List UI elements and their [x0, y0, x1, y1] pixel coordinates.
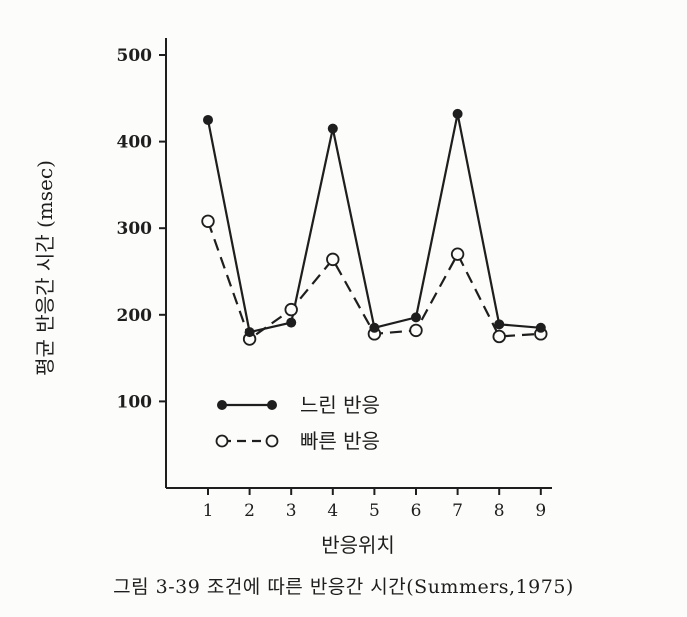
y-tick-label: 300	[117, 219, 153, 239]
legend: 느린 반응 빠른 반응	[215, 393, 380, 453]
x-tick-label: 4	[327, 501, 338, 521]
y-ticks: 100 200 300 400 500	[117, 46, 166, 412]
x-ticks: 1 2 3 4 5 6 7 8 9	[203, 488, 546, 521]
data-point-slow	[327, 123, 338, 134]
y-tick-label: 100	[117, 392, 153, 412]
series-layer	[201, 108, 548, 346]
data-point-fast	[284, 302, 298, 317]
x-tick-label: 8	[494, 501, 505, 521]
data-point-slow	[286, 317, 297, 328]
data-point-fast	[201, 214, 215, 228]
data-point-slow	[411, 312, 421, 323]
y-axis-label: 평균 반응간 시간 (msec)	[33, 160, 57, 376]
x-tick-label: 9	[535, 501, 546, 521]
legend-marker-slow	[267, 400, 277, 410]
data-point-slow	[535, 322, 546, 333]
data-point-slow	[244, 327, 255, 338]
data-point-fast	[492, 329, 506, 344]
legend-label-fast: 빠른 반응	[300, 429, 380, 453]
y-tick-label: 400	[117, 133, 153, 153]
x-tick-label: 7	[452, 501, 463, 521]
data-point-fast	[450, 247, 465, 261]
data-point-slow	[369, 322, 380, 333]
y-tick-label: 200	[117, 306, 153, 326]
data-point-slow	[494, 319, 505, 330]
x-tick-label: 5	[369, 501, 380, 521]
x-axis-label: 반응위치	[321, 533, 395, 557]
figure-caption: 그림 3-39 조건에 따른 반응간 시간(Summers,1975)	[113, 576, 574, 598]
legend-marker-fast	[215, 434, 229, 448]
data-point-slow	[452, 108, 463, 119]
legend-marker-fast	[265, 434, 279, 448]
legend-label-slow: 느린 반응	[300, 393, 380, 417]
series-line-slow	[206, 113, 541, 334]
x-tick-label: 2	[244, 501, 255, 521]
y-tick-label: 500	[117, 46, 153, 66]
x-tick-label: 3	[286, 501, 297, 521]
data-point-slow	[203, 114, 213, 125]
x-tick-label: 6	[411, 501, 422, 521]
x-tick-label: 1	[203, 501, 214, 521]
data-point-fast	[409, 323, 423, 338]
data-point-fast	[326, 252, 340, 267]
legend-marker-slow	[217, 400, 227, 410]
